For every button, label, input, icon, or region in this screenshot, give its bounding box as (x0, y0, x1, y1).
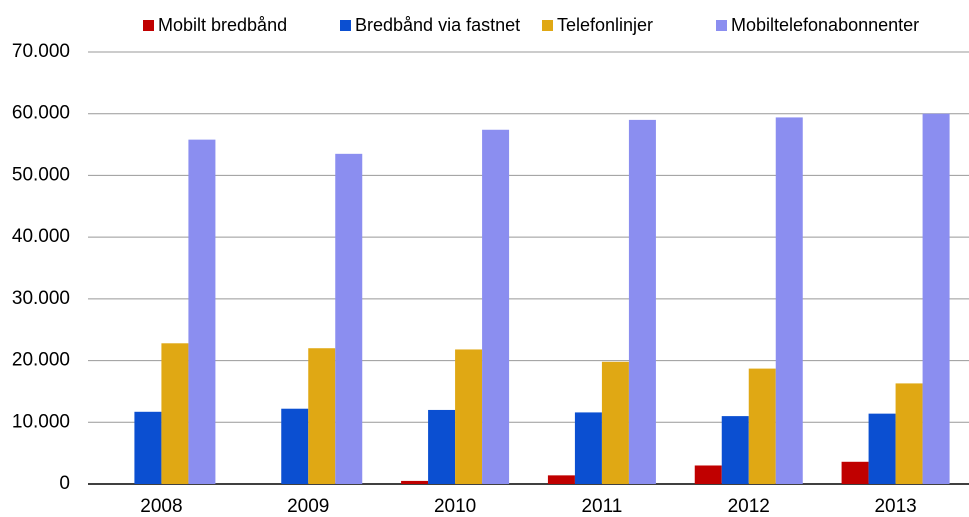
bar (775, 117, 803, 484)
legend-swatch (716, 20, 727, 31)
y-tick-label: 50.000 (12, 164, 70, 185)
legend-swatch (143, 20, 154, 31)
bar (574, 412, 602, 484)
y-tick-label: 10.000 (12, 411, 70, 432)
x-tick-label: 2011 (581, 496, 622, 517)
bar (335, 153, 363, 485)
bar (721, 416, 749, 484)
bar (694, 465, 722, 484)
y-tick-label: 70.000 (12, 41, 70, 62)
x-tick-label: 2010 (434, 496, 476, 517)
y-tick-label: 40.000 (12, 226, 70, 247)
bar (281, 408, 309, 484)
legend-swatch (340, 20, 351, 31)
legend-label: Mobilt bredbånd (158, 15, 287, 35)
bar (161, 343, 189, 484)
legend-label: Mobiltelefonabonnenter (731, 15, 919, 35)
bar (601, 361, 629, 484)
bar (868, 413, 896, 484)
legend-label: Bredbånd via fastnet (355, 15, 520, 35)
y-tick-label: 0 (59, 473, 70, 494)
legend-label: Telefonlinjer (557, 15, 653, 35)
bar (628, 119, 656, 484)
bar (308, 348, 336, 484)
legend-swatch (542, 20, 553, 31)
bar (922, 113, 950, 484)
bar (401, 480, 429, 484)
x-tick-label: 2013 (874, 496, 916, 517)
bar (188, 139, 216, 485)
x-tick-label: 2012 (728, 496, 770, 517)
bar (841, 461, 869, 484)
bar (895, 383, 923, 484)
x-tick-label: 2009 (287, 496, 329, 517)
bar (482, 129, 510, 484)
bar (428, 409, 456, 484)
bar (748, 368, 776, 484)
y-tick-label: 20.000 (12, 350, 70, 371)
y-tick-label: 30.000 (12, 288, 70, 309)
bar (547, 475, 575, 484)
y-tick-label: 60.000 (12, 103, 70, 124)
x-tick-label: 2008 (140, 496, 182, 517)
bar (455, 349, 483, 484)
bar (134, 411, 162, 484)
